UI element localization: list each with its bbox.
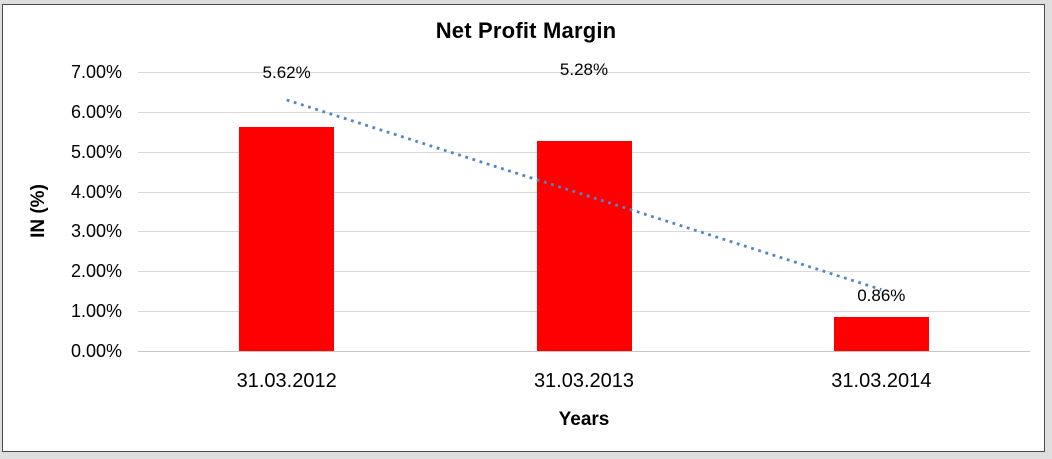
chart-title: Net Profit Margin	[435, 18, 617, 43]
bar-31.03.2012	[239, 127, 335, 351]
gridline	[138, 72, 1030, 73]
y-tick-label: 2.00%	[70, 261, 122, 282]
x-axis-title: Years	[558, 409, 610, 430]
x-tick-label: 31.03.2013	[533, 370, 635, 392]
y-tick-label: 5.00%	[70, 141, 122, 162]
gridline	[138, 111, 1030, 113]
data-label: 5.28%	[559, 60, 609, 79]
y-tick-label: 3.00%	[70, 221, 122, 242]
y-tick-label: 0.00%	[70, 341, 122, 361]
y-tick-label: 6.00%	[70, 101, 122, 122]
y-tick-label: 1.00%	[70, 301, 122, 322]
gridline	[138, 351, 1030, 352]
x-tick-label: 31.03.2012	[236, 370, 337, 392]
bar-31.03.2013	[536, 140, 632, 351]
y-tick-label: 7.00%	[70, 62, 122, 82]
y-tick-label: 4.00%	[70, 181, 122, 202]
bar-31.03.2014	[833, 316, 929, 351]
data-label: 0.86%	[857, 286, 906, 305]
x-tick-label: 31.03.2014	[831, 370, 932, 392]
data-label: 5.62%	[262, 63, 311, 82]
